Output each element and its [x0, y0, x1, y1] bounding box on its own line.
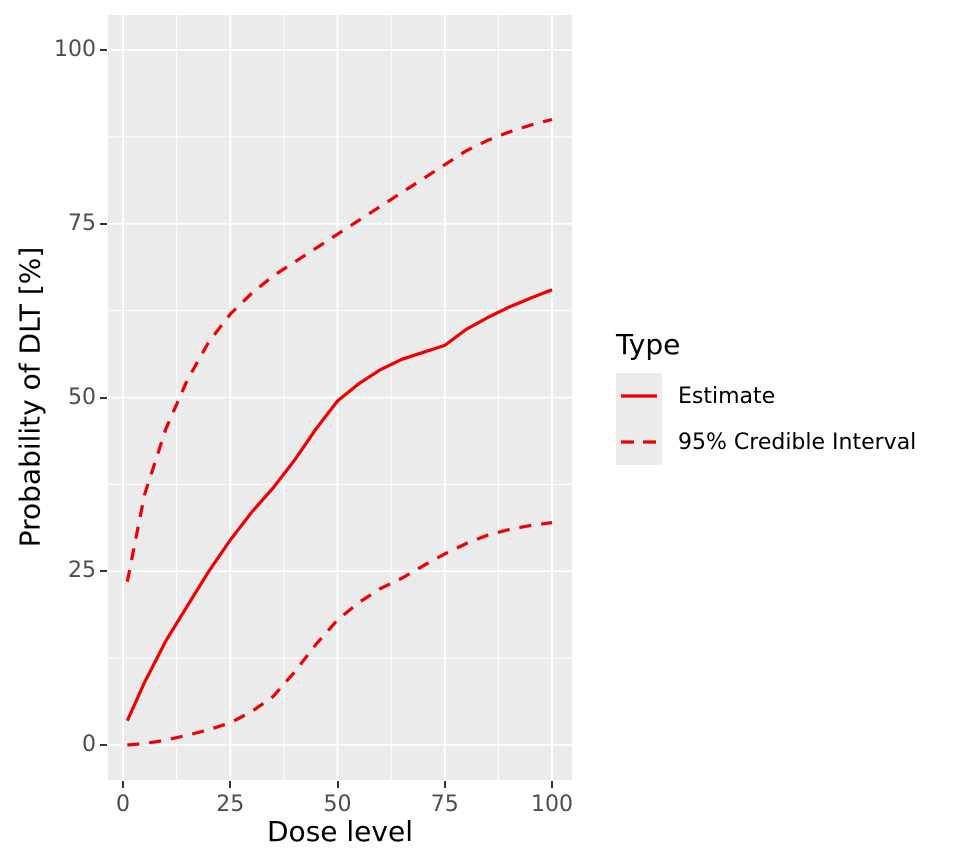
y-tick-label: 75: [68, 210, 96, 236]
x-tick-mark: [229, 781, 232, 788]
y-axis-title: Probability of DLT [%]: [13, 246, 47, 548]
y-tick-mark: [100, 222, 107, 225]
x-tick-mark: [122, 781, 124, 788]
x-tick-label: 25: [216, 792, 245, 817]
legend: Type Estimate 95% Credible Interval: [616, 328, 916, 465]
series-line-1: [125, 117, 553, 583]
y-tick-mark: [100, 49, 107, 51]
legend-item-estimate: Estimate: [616, 373, 916, 419]
y-tick-label: 50: [68, 384, 96, 410]
x-tick-label: 0: [116, 792, 130, 817]
x-tick-label: 75: [430, 792, 459, 817]
y-tick-mark: [100, 570, 107, 573]
legend-item-credible-interval: 95% Credible Interval: [616, 419, 916, 465]
legend-title: Type: [616, 328, 681, 361]
y-tick-label: 25: [68, 558, 96, 584]
plot-panel: [108, 15, 572, 780]
credible-interval-line-key: [616, 419, 662, 465]
y-tick-mark: [100, 744, 107, 746]
x-axis-title: Dose level: [267, 815, 413, 848]
y-tick-label: 100: [54, 37, 96, 62]
legend-label-credible-interval: 95% Credible Interval: [678, 429, 917, 455]
series-line-2: [127, 521, 553, 747]
dose-toxicity-chart: [108, 15, 572, 780]
series-line-0: [125, 288, 553, 722]
x-tick-mark: [443, 781, 446, 788]
x-tick-label: 100: [531, 792, 573, 817]
x-tick-mark: [336, 781, 339, 788]
y-tick-mark: [100, 396, 107, 399]
estimate-line-key: [616, 373, 662, 419]
x-tick-mark: [551, 781, 553, 788]
legend-label-estimate: Estimate: [678, 383, 776, 409]
y-tick-label: 0: [82, 732, 96, 757]
x-tick-label: 50: [323, 792, 352, 817]
